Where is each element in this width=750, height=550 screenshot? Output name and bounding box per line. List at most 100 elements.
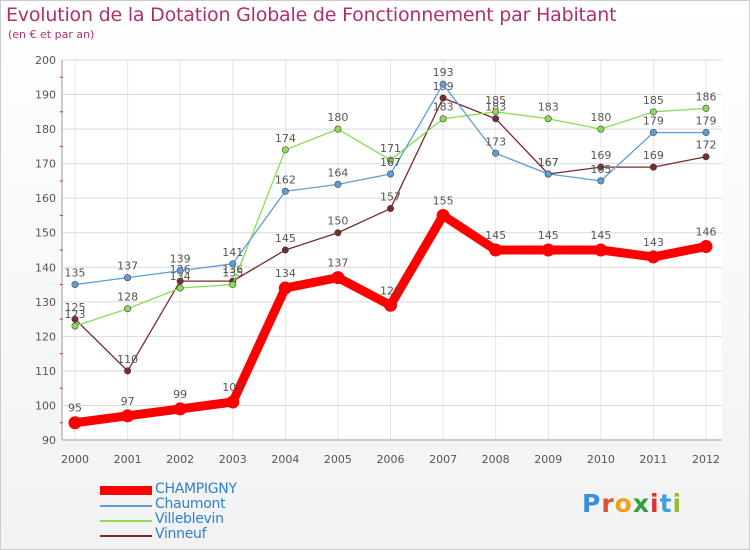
data-label-villeblevin: 174 xyxy=(275,132,296,145)
logo-letter: i xyxy=(650,489,660,518)
x-tick-label: 2002 xyxy=(166,453,194,466)
data-label-champigny: 146 xyxy=(696,226,717,239)
data-label-champigny: 155 xyxy=(433,194,454,207)
data-label-chaumont: 167 xyxy=(380,156,401,169)
logo-letter: o xyxy=(614,489,633,518)
data-point-vinneuf xyxy=(334,229,342,237)
x-tick-label: 2000 xyxy=(61,453,89,466)
data-point-villeblevin xyxy=(386,156,394,164)
x-tick-label: 2012 xyxy=(692,453,720,466)
data-point-chaumont xyxy=(702,129,710,137)
x-tick-label: 2007 xyxy=(429,453,457,466)
data-point-vinneuf xyxy=(492,115,500,123)
chart-subtitle: (en € et par an) xyxy=(8,28,95,41)
y-tick-label: 190 xyxy=(35,89,56,102)
logo-letter: t xyxy=(659,489,673,518)
data-point-champigny xyxy=(699,240,713,254)
data-label-champigny: 97 xyxy=(121,395,135,408)
y-tick-label: 100 xyxy=(35,399,56,412)
y-tick-label: 160 xyxy=(35,192,56,205)
data-point-chaumont xyxy=(281,187,289,195)
data-label-champigny: 99 xyxy=(173,388,187,401)
data-label-villeblevin: 185 xyxy=(485,94,506,107)
data-point-chaumont xyxy=(597,177,605,185)
data-label-chaumont: 165 xyxy=(590,163,611,176)
data-label-chaumont: 139 xyxy=(170,253,191,266)
data-point-champigny xyxy=(646,250,660,264)
legend-swatch xyxy=(100,505,152,507)
data-label-chaumont: 167 xyxy=(538,156,559,169)
y-tick-label: 200 xyxy=(35,54,56,67)
data-point-vinneuf xyxy=(176,277,184,285)
data-point-chaumont xyxy=(229,260,237,268)
data-point-chaumont xyxy=(386,170,394,178)
proxiti-logo: Proxiti xyxy=(582,489,682,518)
x-tick-label: 2005 xyxy=(324,453,352,466)
data-label-chaumont: 179 xyxy=(643,115,664,128)
data-label-champigny: 145 xyxy=(485,229,506,242)
data-label-champigny: 95 xyxy=(68,402,82,415)
x-tick-label: 2011 xyxy=(639,453,667,466)
data-label-vinneuf: 169 xyxy=(643,149,664,162)
legend-label: Chaumont xyxy=(155,496,226,512)
data-point-vinneuf xyxy=(439,94,447,102)
data-point-vinneuf xyxy=(71,315,79,323)
data-label-chaumont: 137 xyxy=(117,260,138,273)
data-label-villeblevin: 185 xyxy=(643,94,664,107)
data-point-champigny xyxy=(331,271,345,285)
data-point-villeblevin xyxy=(176,284,184,292)
x-tick-label: 2003 xyxy=(219,453,247,466)
legend-swatch xyxy=(100,535,152,537)
data-label-chaumont: 141 xyxy=(222,246,243,259)
data-label-champigny: 101 xyxy=(222,381,243,394)
data-label-villeblevin: 183 xyxy=(538,101,559,114)
y-tick-label: 180 xyxy=(35,123,56,136)
data-point-champigny xyxy=(436,208,450,222)
data-label-villeblevin: 128 xyxy=(117,291,138,304)
data-point-chaumont xyxy=(176,267,184,275)
x-tick-label: 2004 xyxy=(271,453,299,466)
data-point-chaumont xyxy=(439,80,447,88)
legend-swatch xyxy=(100,520,152,522)
y-tick-label: 130 xyxy=(35,296,56,309)
y-tick-label: 90 xyxy=(42,434,56,447)
data-label-chaumont: 164 xyxy=(327,166,348,179)
data-label-vinneuf: 150 xyxy=(327,215,348,228)
data-point-vinneuf xyxy=(649,163,657,171)
logo-letter: i xyxy=(672,489,683,518)
data-label-villeblevin: 171 xyxy=(380,142,401,155)
x-tick-label: 2001 xyxy=(114,453,142,466)
x-tick-label: 2009 xyxy=(534,453,562,466)
data-label-vinneuf: 145 xyxy=(275,232,296,245)
data-point-champigny xyxy=(68,416,82,430)
y-tick-label: 170 xyxy=(35,158,56,171)
data-label-vinneuf: 157 xyxy=(380,191,401,204)
data-label-champigny: 137 xyxy=(327,257,348,270)
data-point-chaumont xyxy=(124,274,132,282)
data-label-vinneuf: 183 xyxy=(485,101,506,114)
data-label-chaumont: 193 xyxy=(433,66,454,79)
data-point-vinneuf xyxy=(702,153,710,161)
data-label-chaumont: 135 xyxy=(65,267,86,280)
x-tick-label: 2006 xyxy=(377,453,405,466)
data-label-champigny: 134 xyxy=(275,267,296,280)
data-label-vinneuf: 125 xyxy=(65,301,86,314)
data-label-vinneuf: 169 xyxy=(590,149,611,162)
data-point-vinneuf xyxy=(597,163,605,171)
data-point-chaumont xyxy=(649,129,657,137)
y-tick-label: 140 xyxy=(35,261,56,274)
data-point-chaumont xyxy=(544,170,552,178)
data-point-chaumont xyxy=(334,180,342,188)
data-point-champigny xyxy=(384,298,397,312)
data-point-champigny xyxy=(489,243,503,257)
data-point-villeblevin xyxy=(649,108,657,116)
data-point-chaumont xyxy=(71,281,79,289)
data-point-champigny xyxy=(541,243,555,257)
data-point-villeblevin xyxy=(124,305,132,313)
data-point-villeblevin xyxy=(702,104,710,112)
logo-letter: x xyxy=(632,489,650,518)
data-label-chaumont: 162 xyxy=(275,173,296,186)
data-point-chaumont xyxy=(492,149,500,157)
data-point-champigny xyxy=(278,281,292,295)
